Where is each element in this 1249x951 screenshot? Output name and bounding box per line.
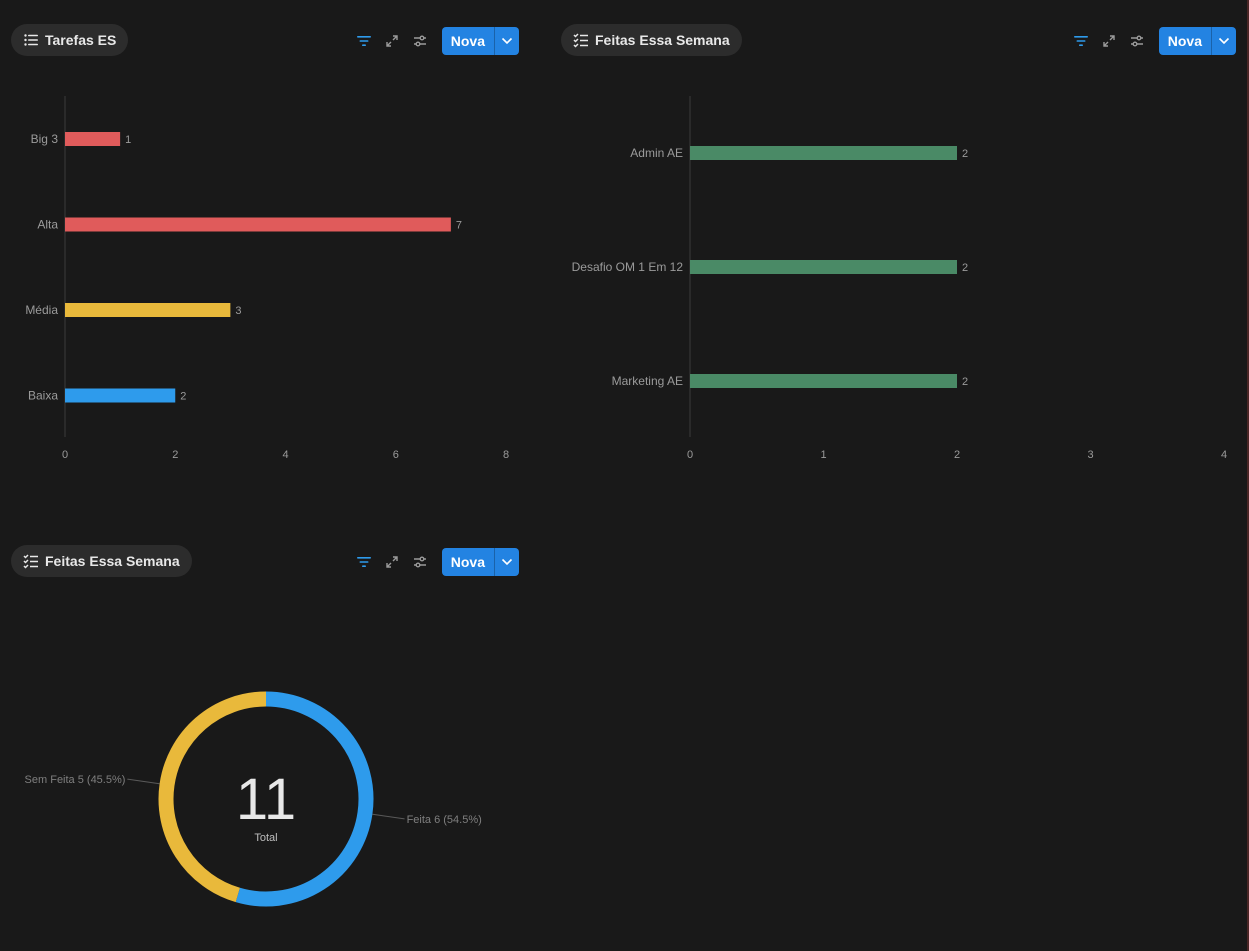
category-label: Alta: [37, 218, 58, 232]
filter-icon[interactable]: [350, 548, 378, 576]
bar: [690, 374, 957, 388]
bar: [65, 132, 121, 146]
bar-value-label: 2: [962, 376, 968, 388]
panel-header-feitas-essa-semana-donut: Feitas Essa Semana Nova: [11, 545, 519, 577]
panel-toolbar: Nova: [350, 548, 519, 576]
chevron-down-icon[interactable]: [494, 27, 519, 55]
bar: [690, 260, 957, 274]
x-tick-label: 6: [393, 449, 399, 461]
bar-chart-tarefas-es: Big 3 1 Alta 7 Média 3 Baixa 2 0 2 4 6 8: [25, 96, 509, 461]
expand-icon[interactable]: [1095, 27, 1123, 55]
settings-sliders-icon[interactable]: [1123, 27, 1151, 55]
x-tick-label: 3: [1087, 449, 1093, 461]
expand-icon[interactable]: [378, 548, 406, 576]
checklist-icon: [23, 553, 39, 569]
panel-header-feitas-essa-semana: Feitas Essa Semana Nova: [561, 24, 1236, 56]
bar-value-label: 2: [180, 391, 186, 403]
donut-total-label: Total: [254, 832, 277, 844]
donut-total-value: 11: [236, 767, 296, 832]
category-label: Big 3: [31, 132, 59, 146]
bar-value-label: 2: [962, 148, 968, 160]
x-tick-label: 2: [172, 449, 178, 461]
x-tick-label: 2: [954, 449, 960, 461]
new-button-group: Nova: [1158, 27, 1236, 55]
panel-header-tarefas-es: Tarefas ES Nova: [11, 24, 519, 56]
view-tab-feitas-essa-semana[interactable]: Feitas Essa Semana: [11, 545, 192, 577]
chevron-down-icon[interactable]: [494, 548, 519, 576]
slice-leader-line: [372, 813, 405, 820]
category-label: Marketing AE: [612, 374, 683, 388]
x-tick-label: 0: [687, 449, 693, 461]
settings-sliders-icon[interactable]: [406, 548, 434, 576]
slice-label: Feita 6 (54.5%): [407, 814, 482, 826]
view-tab-label: Tarefas ES: [45, 32, 117, 48]
category-label: Admin AE: [630, 146, 683, 160]
slice-label: Sem Feita 5 (45.5%): [25, 774, 126, 786]
new-button[interactable]: Nova: [1167, 33, 1202, 49]
new-button-group: Nova: [441, 548, 519, 576]
new-button[interactable]: Nova: [450, 554, 485, 570]
filter-icon[interactable]: [350, 27, 378, 55]
category-label: Desafio OM 1 Em 12: [572, 260, 684, 274]
slice-leader-line: [127, 778, 160, 785]
bar-value-label: 1: [125, 134, 131, 146]
x-tick-label: 4: [1221, 449, 1227, 461]
bar-value-label: 3: [235, 305, 241, 317]
x-tick-label: 0: [62, 449, 68, 461]
x-tick-label: 4: [282, 449, 288, 461]
checklist-icon: [573, 32, 589, 48]
expand-icon[interactable]: [378, 27, 406, 55]
bar-chart-feitas-essa-semana: Admin AE 2 Desafio OM 1 Em 12 2 Marketing AE…: [572, 96, 1227, 461]
bar: [65, 217, 451, 232]
x-tick-label: 8: [503, 449, 509, 461]
bar: [65, 388, 176, 403]
new-button-group: Nova: [441, 27, 519, 55]
new-button[interactable]: Nova: [450, 33, 485, 49]
bar-value-label: 2: [962, 262, 968, 274]
donut-slice: [235, 691, 374, 907]
filter-icon[interactable]: [1067, 27, 1095, 55]
chevron-down-icon[interactable]: [1211, 27, 1236, 55]
window-edge: [1247, 0, 1249, 951]
list-icon: [23, 32, 39, 48]
donut-slice: [158, 691, 267, 903]
x-tick-label: 1: [820, 449, 826, 461]
view-tab-feitas-essa-semana[interactable]: Feitas Essa Semana: [561, 24, 742, 56]
view-tab-label: Feitas Essa Semana: [45, 553, 180, 569]
bar: [65, 303, 231, 317]
category-label: Média: [25, 303, 58, 317]
bar: [690, 146, 957, 160]
settings-sliders-icon[interactable]: [406, 27, 434, 55]
view-tab-label: Feitas Essa Semana: [595, 32, 730, 48]
category-label: Baixa: [28, 389, 58, 403]
donut-chart-feitas-essa-semana: Feita 6 (54.5%) Sem Feita 5 (45.5%) 11Tota…: [25, 691, 482, 907]
panel-toolbar: Nova: [1067, 27, 1236, 55]
view-tab-tarefas-es[interactable]: Tarefas ES: [11, 24, 129, 56]
bar-value-label: 7: [456, 220, 462, 232]
panel-toolbar: Nova: [350, 27, 519, 55]
